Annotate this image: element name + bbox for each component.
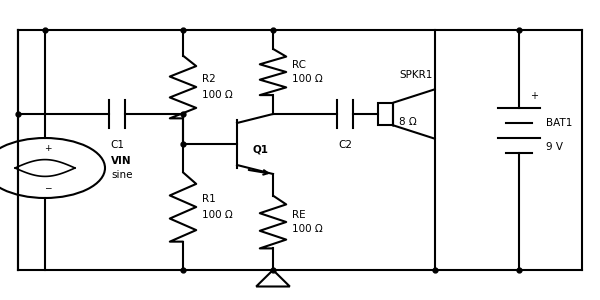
Text: RE: RE <box>292 209 306 220</box>
Text: SPKR1: SPKR1 <box>399 70 433 80</box>
Text: 9 V: 9 V <box>546 142 563 152</box>
Text: +: + <box>530 91 538 101</box>
Text: C1: C1 <box>110 140 124 150</box>
Text: R1: R1 <box>202 194 216 205</box>
Text: 8 Ω: 8 Ω <box>399 117 417 127</box>
Text: sine: sine <box>111 170 133 181</box>
Text: 100 Ω: 100 Ω <box>202 209 233 220</box>
Text: BAT1: BAT1 <box>546 118 572 128</box>
Text: 100 Ω: 100 Ω <box>292 224 323 235</box>
Text: +: + <box>44 144 52 153</box>
Text: C2: C2 <box>338 140 352 150</box>
Text: VIN: VIN <box>111 155 131 166</box>
Text: RC: RC <box>292 59 306 70</box>
Bar <box>378 103 393 125</box>
Text: Q1: Q1 <box>252 145 268 155</box>
Text: 100 Ω: 100 Ω <box>292 74 323 85</box>
Text: R2: R2 <box>202 74 216 85</box>
Text: 100 Ω: 100 Ω <box>202 89 233 100</box>
Text: −: − <box>44 183 52 192</box>
